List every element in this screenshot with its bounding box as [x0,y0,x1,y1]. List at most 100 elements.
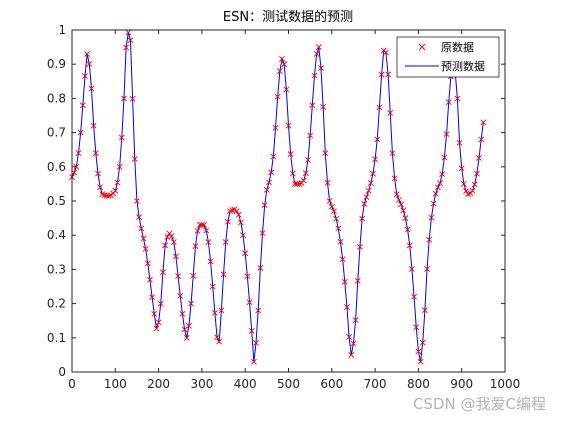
data-point-original [248,328,255,334]
data-point-original [90,122,97,129]
data-point-original [313,51,320,57]
data-point-original [445,99,452,106]
data-point-original [198,222,205,228]
data-point-original [185,322,192,329]
data-point-original [188,300,194,307]
y-axis: 0 0.1 0.2 0.3 0.4 0.5 0.6 0.7 0.8 0.9 1 [47,23,505,379]
data-point-original [235,211,242,218]
data-point-original [339,256,346,263]
data-point-original [173,253,179,260]
data-point-original [211,309,218,316]
data-point-original [344,304,350,310]
data-point-original [361,200,368,207]
data-point-original [125,29,132,36]
data-point-original [471,181,478,188]
data-point-original [92,150,99,157]
data-point-original [309,102,316,109]
data-point-original [376,104,383,111]
data-point-original [421,307,428,314]
y-tick-label: 0.6 [47,160,66,174]
data-point-original [311,72,318,79]
y-tick-label: 0.4 [47,228,66,242]
data-point-original [155,319,162,326]
data-point-original [441,154,448,161]
data-point-original [415,348,422,355]
y-tick-label: 1 [58,23,66,37]
data-point-original [246,299,253,306]
x-tick-label: 700 [364,377,387,391]
data-point-original [255,307,262,314]
data-point-original [354,277,361,284]
data-point-original [205,239,212,245]
legend-label-original: 原数据 [441,40,474,54]
data-point-original [168,233,175,239]
data-point-original [175,273,182,280]
data-point-original [261,202,268,209]
data-point-original [220,271,227,278]
data-point-original [123,44,130,51]
data-point-original [250,358,257,365]
y-tick-label: 0.3 [47,262,66,276]
data-point-original [283,86,290,93]
data-point-original [337,238,344,245]
data-point-original [272,124,279,131]
data-point-original [153,325,160,332]
data-point-original [437,180,443,186]
data-point-original [357,243,363,250]
data-point-original [279,55,285,62]
data-point-original [476,155,482,161]
y-tick-label: 0.5 [47,194,66,208]
data-point-original [359,215,366,222]
data-point-original [192,243,199,250]
data-point-original [274,93,281,100]
data-point-original [428,214,435,221]
data-point-original [469,187,476,194]
data-point-original [402,215,409,222]
data-point-original [222,239,229,245]
x-tick-label: 400 [234,377,257,391]
data-point-original [326,198,333,204]
data-point-original [372,156,379,163]
data-point-original [196,222,203,228]
x-tick-label: 900 [450,377,473,391]
data-point-original [112,187,119,194]
data-point-original [335,225,342,232]
x-tick-label: 0 [68,377,76,391]
data-point-original [97,184,104,191]
data-point-original [350,340,357,347]
data-point-original [443,131,450,138]
data-point-original [302,170,309,177]
data-point-original [121,95,127,102]
data-point-original [456,139,463,146]
data-point-original [207,258,214,265]
data-point-original [439,171,446,178]
data-point-original [346,334,353,340]
data-point-original [395,196,402,203]
data-point-original [331,208,337,215]
data-point-original [138,225,145,232]
data-point-original [463,188,469,195]
data-point-original [370,170,376,177]
data-point-original [266,179,272,186]
legend-box [396,36,500,78]
data-point-original [216,338,223,345]
x-axis: 0 100 200 300 400 500 600 700 800 900 1000 [68,30,520,391]
data-point-original [79,102,86,109]
data-point-original [136,214,143,221]
data-point-original [203,227,210,234]
data-point-original [224,218,231,225]
x-tick-label: 100 [104,377,127,391]
data-point-original [389,150,396,157]
data-point-original [385,71,392,78]
x-tick-label: 300 [190,377,213,391]
data-point-original [460,180,467,187]
data-point-original [140,235,147,242]
data-point-original [318,65,324,72]
y-tick-label: 0.7 [47,126,66,140]
data-point-original [179,310,186,317]
data-point-original [320,104,327,110]
data-point-original [160,269,166,276]
data-point-original [183,334,190,341]
watermark-text: CSDN @我爱C编程 [413,395,546,413]
